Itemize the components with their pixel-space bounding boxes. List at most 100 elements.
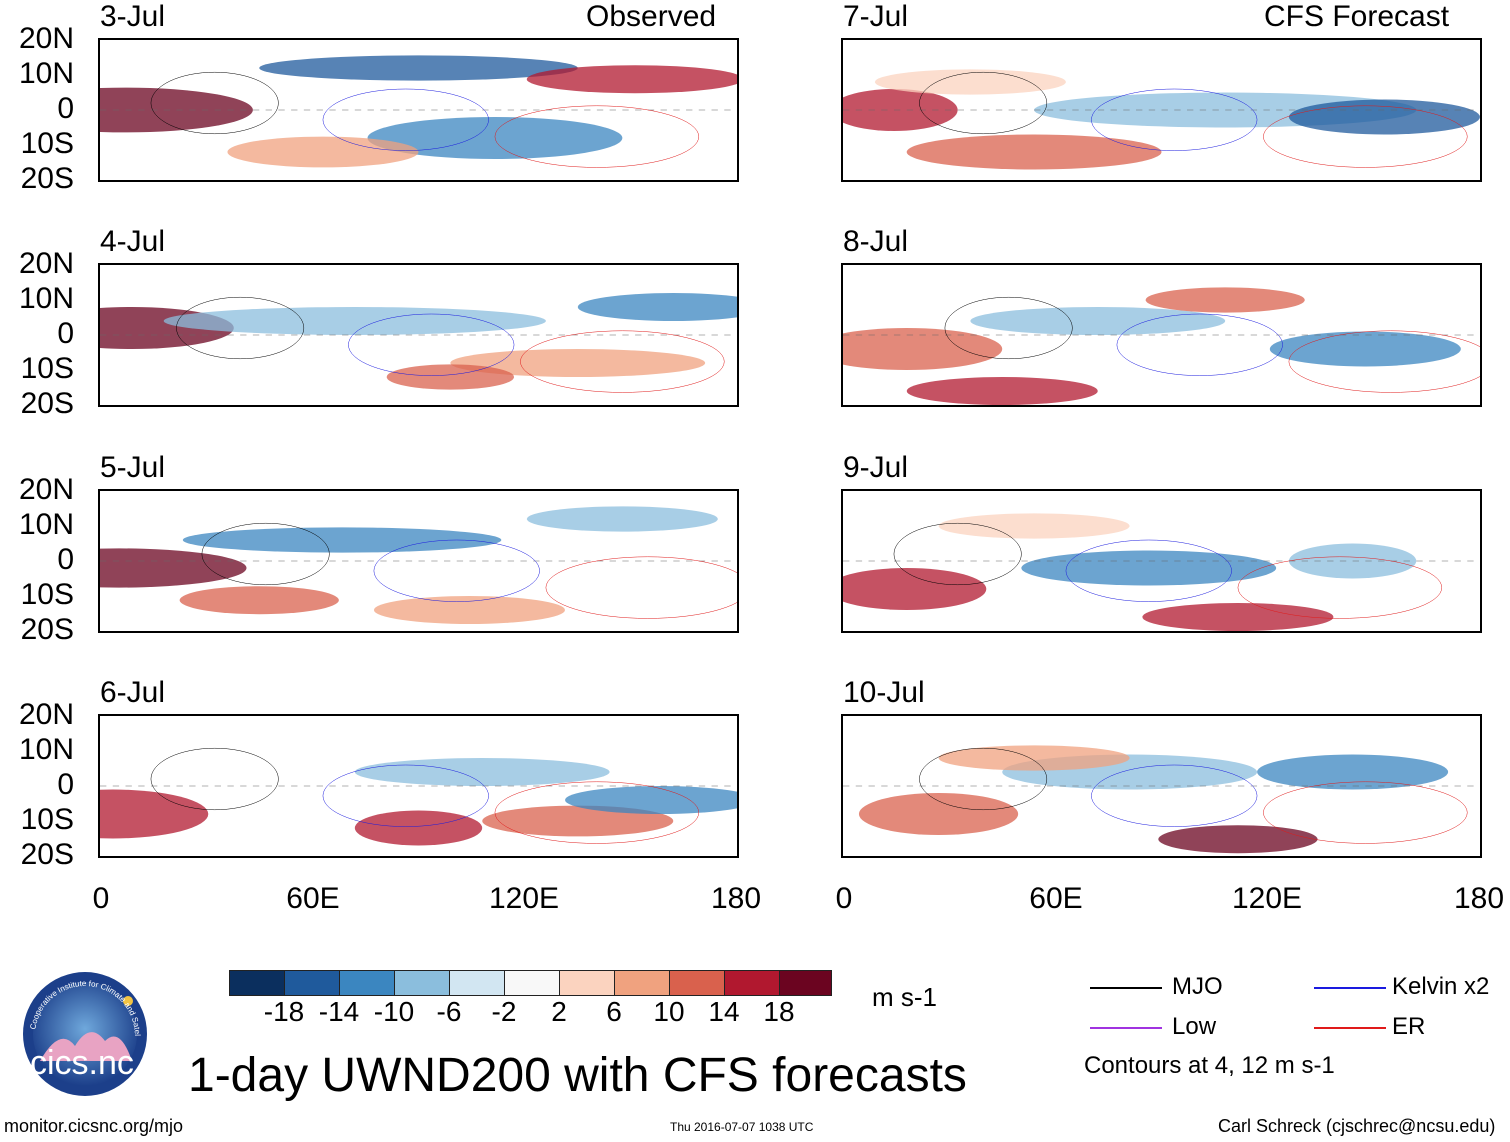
legend-label-mjo: MJO xyxy=(1172,973,1223,1000)
wave-contour xyxy=(1066,540,1232,602)
wave-contour xyxy=(1238,557,1442,619)
colorbar-label: 10 xyxy=(653,996,685,1027)
anomaly-blob xyxy=(565,786,737,814)
lat-label: 10N xyxy=(18,57,74,90)
anomaly-blob xyxy=(843,328,1003,370)
wave-contour xyxy=(1263,106,1467,168)
anomaly-blob xyxy=(1142,603,1334,631)
lat-label: 10S xyxy=(20,127,74,160)
anomaly-blob xyxy=(970,307,1226,335)
colorbar-label: -18 xyxy=(263,996,305,1027)
panel-date-3-jul: 3-Jul xyxy=(100,0,166,33)
anomaly-blob xyxy=(182,527,502,553)
main-title: 1-day UWND200 with CFS forecasts xyxy=(188,1049,967,1102)
anomaly-blob xyxy=(874,69,1066,95)
wave-contour xyxy=(520,331,724,393)
anomaly-blob xyxy=(100,789,209,839)
colorbar-swatch xyxy=(229,970,285,996)
lon-label: 0 xyxy=(92,882,110,915)
footer-credit: Carl Schreck (cjschrec@ncsu.edu) xyxy=(1218,1116,1496,1136)
colorbar-label: 6 xyxy=(606,996,622,1027)
colorbar-swatch xyxy=(724,970,780,996)
anomaly-blob xyxy=(100,548,247,588)
colorbar-swatch xyxy=(779,970,832,996)
anomaly-blob xyxy=(450,349,706,377)
map-field xyxy=(843,745,1480,854)
legend-line-kelvin xyxy=(1314,987,1386,989)
colorbar-swatch xyxy=(449,970,505,996)
wave-contour xyxy=(1117,314,1283,376)
lat-label: 10S xyxy=(20,352,74,385)
legend-line-er xyxy=(1314,1027,1386,1029)
lon-label: 60E xyxy=(286,882,340,915)
anomaly-blob xyxy=(526,506,718,532)
lat-label: 10N xyxy=(18,282,74,315)
anomaly-blob xyxy=(482,805,674,837)
anomaly-blob xyxy=(938,513,1130,539)
wave-contour xyxy=(323,89,489,151)
colorbar-units: m s-1 xyxy=(872,982,937,1012)
colorbar-label: 14 xyxy=(708,996,740,1027)
wave-contour xyxy=(151,748,278,810)
anomaly-blob xyxy=(386,364,515,390)
wave-contour xyxy=(176,297,303,359)
cics-logo: Cooperative Institute for Climate and Sa… xyxy=(8,959,160,1096)
lat-label: 20S xyxy=(20,162,74,195)
lat-label: 10S xyxy=(20,578,74,611)
colorbar-label: -10 xyxy=(373,996,415,1027)
colorbar-swatch xyxy=(669,970,725,996)
colorbar-swatch xyxy=(614,970,670,996)
lat-label: 0 xyxy=(57,317,74,350)
colorbar-swatch xyxy=(284,970,340,996)
wave-contour xyxy=(1263,782,1467,844)
anomaly-blob xyxy=(1269,331,1461,367)
lat-label: 20N xyxy=(18,473,74,506)
map-field xyxy=(100,506,737,624)
map-field xyxy=(843,69,1480,170)
legend-label-low: Low xyxy=(1172,1013,1217,1040)
anomaly-blob xyxy=(858,793,1019,835)
colorbar-swatch xyxy=(339,970,395,996)
wave-contour xyxy=(1289,331,1480,393)
colorbar-label: 18 xyxy=(763,996,795,1027)
anomaly-blob xyxy=(526,65,737,94)
wave-contour xyxy=(919,72,1046,134)
lon-label: 60E xyxy=(1029,882,1083,915)
anomaly-blob xyxy=(227,136,419,168)
colorbar-swatch xyxy=(394,970,450,996)
wave-contour xyxy=(1091,765,1257,827)
lat-label: 10N xyxy=(18,733,74,766)
anomaly-blob xyxy=(179,586,339,615)
anomaly-blob xyxy=(906,377,1098,405)
cics-logo-icon: Cooperative Institute for Climate and Sa… xyxy=(8,959,147,1096)
wave-contour xyxy=(894,523,1021,585)
panel-date-9-jul: 9-Jul xyxy=(843,451,909,484)
lat-label: 20S xyxy=(20,387,74,420)
observed-label: Observed xyxy=(586,0,717,33)
panel-date-10-jul: 10-Jul xyxy=(843,676,925,709)
footer-url: monitor.cicsnc.org/mjo xyxy=(4,1116,184,1136)
lat-label: 20S xyxy=(20,613,74,646)
anomaly-blob xyxy=(354,810,483,846)
lon-label: 0 xyxy=(835,882,853,915)
map-panel-8-jul xyxy=(841,263,1482,407)
wave-contour xyxy=(151,72,278,134)
footer-timestamp: Thu 2016-07-07 1038 UTC xyxy=(670,1120,814,1134)
lat-label: 20S xyxy=(20,838,74,871)
map-panel-10-jul xyxy=(841,714,1482,858)
panel-date-8-jul: 8-Jul xyxy=(843,225,909,258)
wave-contour xyxy=(495,106,699,168)
map-panel-7-jul xyxy=(841,38,1482,182)
anomaly-blob xyxy=(1257,754,1449,790)
wave-contour xyxy=(374,540,540,602)
panel-date-4-jul: 4-Jul xyxy=(100,225,166,258)
cics-logo-text: cics.nc xyxy=(30,1044,134,1082)
map-field xyxy=(843,513,1480,631)
colorbar-label: -14 xyxy=(318,996,360,1027)
map-field xyxy=(100,293,737,405)
map-panel-5-jul xyxy=(98,489,739,633)
anomaly-blob xyxy=(1021,550,1277,586)
anomaly-blob xyxy=(1145,287,1305,313)
panel-date-7-jul: 7-Jul xyxy=(843,0,909,33)
map-field xyxy=(843,287,1480,405)
